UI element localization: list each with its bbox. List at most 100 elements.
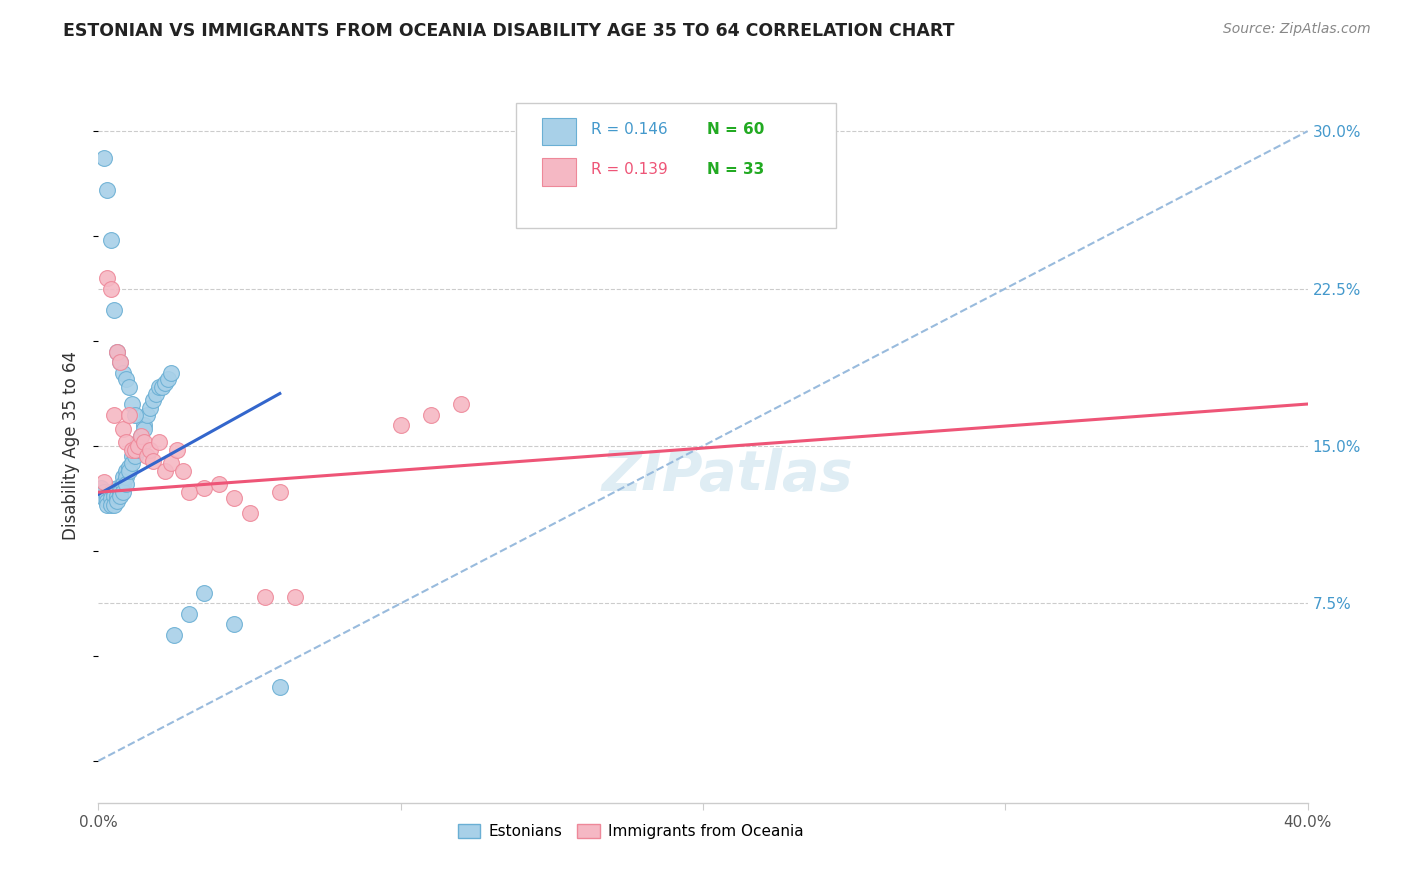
Point	[114, 464, 136, 478]
Point	[103, 485, 125, 500]
Point	[90, 481, 112, 495]
Point	[103, 489, 125, 503]
Point	[96, 493, 118, 508]
Point	[103, 408, 125, 422]
Point	[269, 485, 291, 500]
Point	[121, 450, 143, 464]
Point	[129, 428, 152, 442]
Point	[129, 428, 152, 442]
Point	[132, 422, 155, 436]
Point	[193, 586, 215, 600]
FancyBboxPatch shape	[516, 103, 837, 228]
Point	[118, 464, 141, 478]
Point	[179, 485, 201, 500]
Point	[124, 443, 146, 458]
Point	[132, 417, 155, 432]
Point	[193, 481, 215, 495]
Point	[124, 450, 146, 464]
Point	[166, 443, 188, 458]
Point	[127, 439, 149, 453]
Point	[127, 443, 149, 458]
Point	[108, 489, 131, 503]
Point	[132, 434, 155, 449]
Point	[420, 408, 443, 422]
Point	[100, 491, 122, 506]
Point	[105, 481, 128, 495]
Point	[160, 456, 183, 470]
Point	[150, 380, 173, 394]
Point	[96, 498, 118, 512]
Point	[96, 183, 118, 197]
Point	[105, 344, 128, 359]
Point	[148, 380, 170, 394]
Point	[100, 233, 122, 247]
FancyBboxPatch shape	[543, 118, 576, 145]
Text: N = 60: N = 60	[707, 121, 763, 136]
Point	[93, 475, 115, 489]
Text: Source: ZipAtlas.com: Source: ZipAtlas.com	[1223, 22, 1371, 37]
Legend: Estonians, Immigrants from Oceania: Estonians, Immigrants from Oceania	[451, 818, 810, 845]
Point	[108, 355, 131, 369]
Point	[153, 464, 176, 478]
Point	[118, 380, 141, 394]
Text: R = 0.146: R = 0.146	[591, 121, 668, 136]
Point	[114, 476, 136, 491]
Point	[142, 453, 165, 467]
Text: ZIPatlas: ZIPatlas	[602, 448, 853, 501]
Point	[124, 408, 146, 422]
Point	[224, 617, 246, 632]
Point	[100, 282, 122, 296]
Point	[111, 476, 134, 491]
Point	[148, 434, 170, 449]
Point	[103, 302, 125, 317]
Point	[139, 443, 162, 458]
Point	[93, 491, 115, 506]
Point	[96, 271, 118, 285]
Point	[239, 506, 262, 520]
Point	[179, 607, 201, 621]
Point	[142, 392, 165, 407]
Point	[172, 464, 194, 478]
Point	[163, 628, 186, 642]
Point	[93, 485, 115, 500]
Point	[118, 460, 141, 475]
Y-axis label: Disability Age 35 to 64: Disability Age 35 to 64	[62, 351, 80, 541]
Text: ESTONIAN VS IMMIGRANTS FROM OCEANIA DISABILITY AGE 35 TO 64 CORRELATION CHART: ESTONIAN VS IMMIGRANTS FROM OCEANIA DISA…	[63, 22, 955, 40]
Point	[96, 489, 118, 503]
Point	[108, 481, 131, 495]
Point	[160, 366, 183, 380]
Point	[118, 408, 141, 422]
Point	[111, 366, 134, 380]
Point	[124, 443, 146, 458]
Point	[127, 434, 149, 449]
Point	[111, 422, 134, 436]
Point	[121, 443, 143, 458]
Point	[389, 417, 412, 432]
Point	[224, 491, 246, 506]
Point	[105, 489, 128, 503]
Point	[153, 376, 176, 390]
Point	[253, 590, 276, 604]
Text: N = 33: N = 33	[707, 162, 763, 178]
Point	[450, 397, 472, 411]
FancyBboxPatch shape	[543, 159, 576, 186]
Point	[156, 372, 179, 386]
Point	[105, 493, 128, 508]
Point	[105, 344, 128, 359]
Point	[139, 401, 162, 416]
Point	[108, 355, 131, 369]
Point	[284, 590, 307, 604]
Point	[135, 408, 157, 422]
Point	[114, 470, 136, 484]
Point	[111, 470, 134, 484]
Text: R = 0.139: R = 0.139	[591, 162, 668, 178]
Point	[145, 386, 167, 401]
Point	[208, 476, 231, 491]
Point	[121, 456, 143, 470]
Point	[269, 681, 291, 695]
Point	[114, 372, 136, 386]
Point	[93, 152, 115, 166]
Point	[114, 434, 136, 449]
Point	[111, 485, 134, 500]
Point	[121, 397, 143, 411]
